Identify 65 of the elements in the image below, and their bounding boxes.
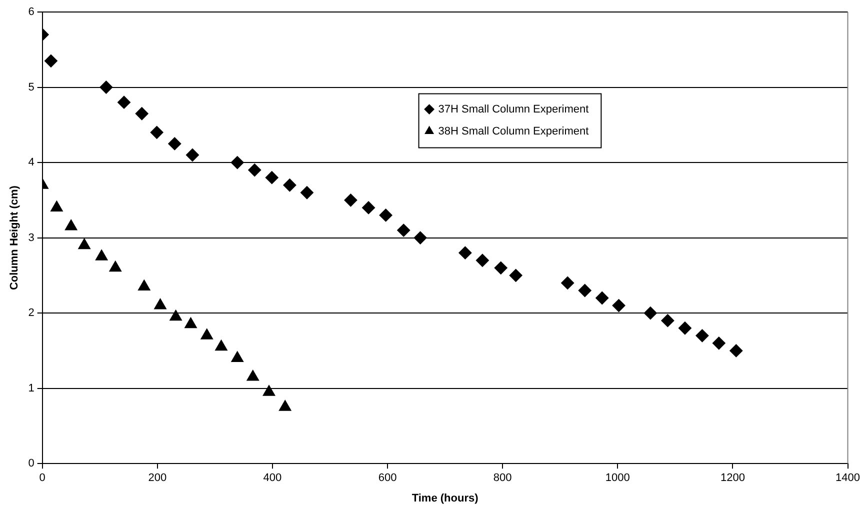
point [300,186,314,200]
y-tick-label: 0 [28,458,34,470]
legend-label: 38H Small Column Experiment [438,125,589,138]
x-tick-label: 1200 [720,472,745,484]
y-tick-label: 5 [28,81,34,94]
point [248,164,262,177]
point [678,322,692,335]
point [344,194,358,207]
point [476,254,489,267]
point [379,208,392,222]
point [596,292,609,305]
point [230,156,244,170]
point [168,137,182,150]
point [109,260,122,272]
y-tick-label: 2 [28,307,34,320]
x-tick-label: 400 [263,472,282,484]
point [578,284,592,297]
y-tick-label: 3 [28,232,34,244]
point [100,80,113,94]
point [397,224,410,237]
x-tick-label: 0 [39,472,46,484]
point [561,276,574,290]
point [64,220,78,230]
point [414,231,427,244]
point [612,299,626,312]
point [283,178,296,192]
point [231,351,244,362]
point [246,370,260,381]
point [170,310,182,321]
legend-label: 37H Small Column Experiment [438,103,589,116]
point [44,54,58,68]
point [95,250,108,260]
point [50,200,63,212]
point [362,201,376,214]
point [712,336,726,350]
x-tick-label: 600 [378,472,397,484]
point [458,246,472,260]
point [730,344,743,358]
point [696,329,709,342]
x-tick-label: 800 [493,472,512,484]
point [118,96,131,109]
point [661,314,674,328]
point [262,385,276,396]
point [150,126,164,139]
y-tick-label: 1 [28,382,34,394]
point [200,328,213,340]
point [494,261,508,274]
point [138,280,150,290]
point [265,171,278,184]
point [78,238,90,250]
x-tick-label: 1000 [605,472,630,484]
point [215,340,228,351]
point [644,306,657,320]
point [186,148,199,162]
y-tick-label: 6 [28,6,34,18]
point [154,298,166,310]
y-axis-title: Column Height (cm) [8,185,21,290]
point [135,107,148,120]
x-tick-label: 1400 [836,472,860,484]
x-tick-label: 200 [148,472,167,484]
y-tick-label: 4 [28,156,34,169]
x-axis-title: Time (hours) [412,492,479,504]
point [278,400,292,411]
point [509,268,522,282]
point [184,317,197,328]
